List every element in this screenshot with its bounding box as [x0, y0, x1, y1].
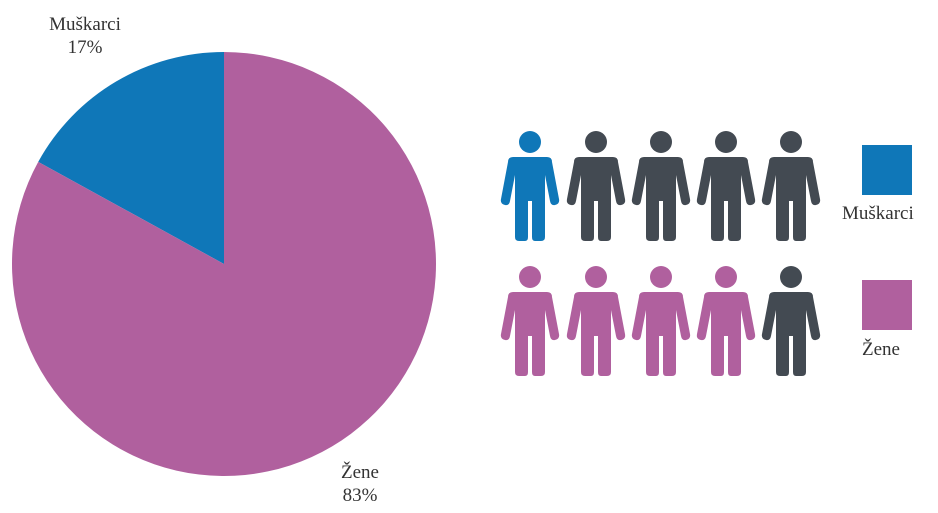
pie-chart [12, 52, 437, 477]
legend-label-muskarci: Muškarci [842, 203, 914, 224]
legend-label-zene: Žene [862, 339, 900, 360]
slice-label-muskarci: Muškarci 17% [30, 13, 140, 59]
person-icon-muskarci-5 [761, 131, 821, 241]
slice-value-muskarci: 17% [67, 37, 103, 58]
pie-slice-muskarci [38, 52, 224, 264]
person-icon-muskarci-1 [500, 131, 560, 241]
person-icon-muskarci-3 [631, 131, 691, 241]
pie-slice-zene [12, 52, 437, 477]
slice-value-zene: 83% [342, 485, 378, 506]
legend-swatch-zene [862, 280, 912, 330]
pictogram [500, 131, 821, 376]
slice-category-muskarci: Muškarci [49, 14, 121, 35]
legend-swatch-muskarci [862, 145, 912, 195]
person-icon-muskarci-4 [696, 131, 756, 241]
person-icon-zene-2 [566, 266, 626, 376]
person-icon-zene-4 [696, 266, 756, 376]
person-icon-zene-5 [761, 266, 821, 376]
slice-label-zene: Žene 83% [310, 461, 410, 507]
slice-category-zene: Žene [341, 462, 379, 483]
person-icon-muskarci-2 [566, 131, 626, 241]
person-icon-zene-3 [631, 266, 691, 376]
person-icon-zene-1 [500, 266, 560, 376]
